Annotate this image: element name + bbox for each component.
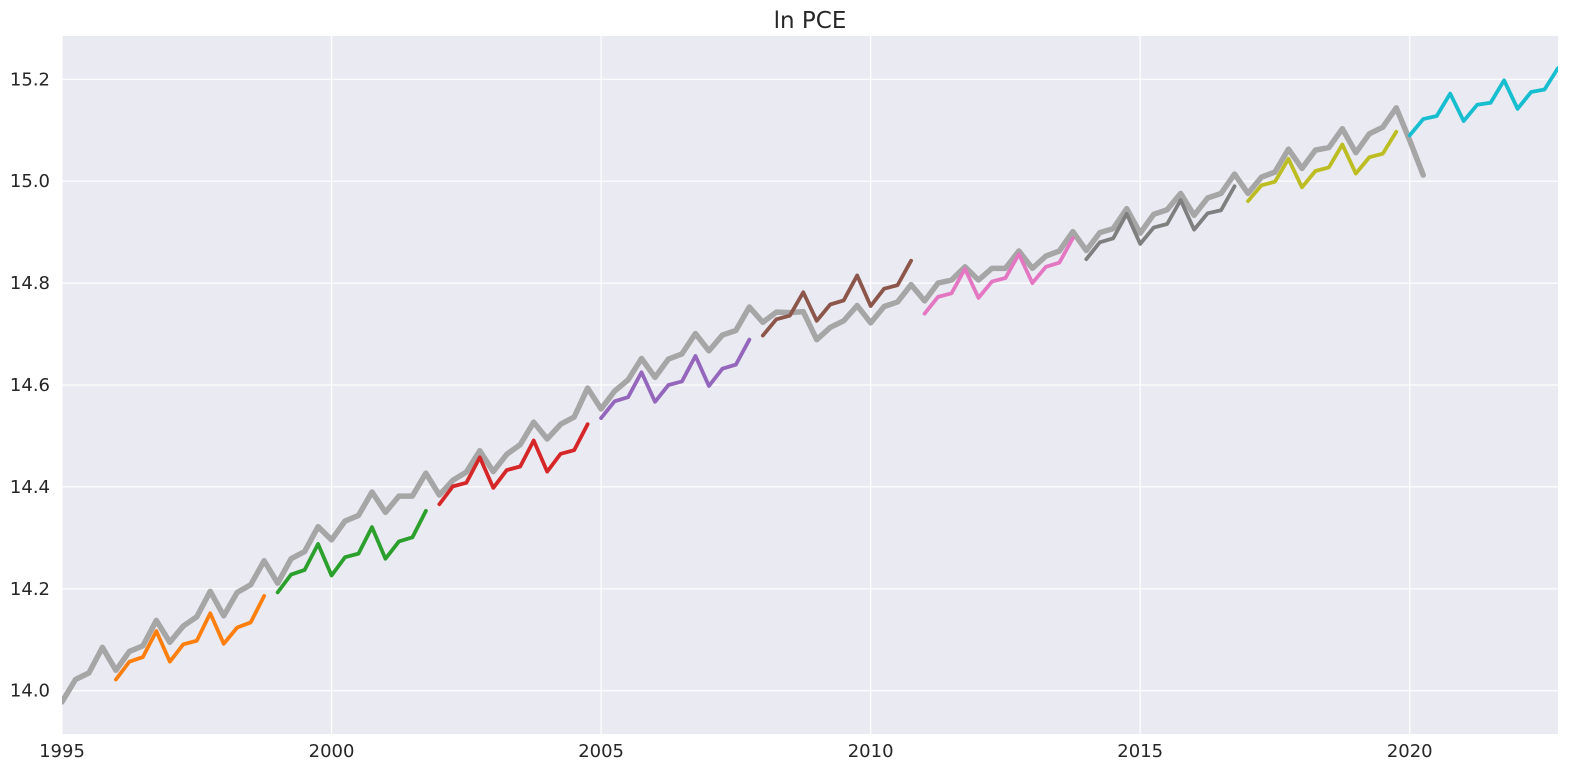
y-tick-label: 14.4: [10, 477, 50, 498]
series-line-forecast-9: [1407, 66, 1558, 138]
series-line-forecast-1: [114, 594, 267, 682]
tick-layer: 1995 2000 2005 2010 2015 2020 14.0 14.2 14.4 14.6…: [10, 69, 1433, 762]
grid: [61, 36, 1558, 734]
y-tick-label: 15.0: [10, 171, 50, 192]
series-layer: [62, 66, 1558, 705]
series-line-forecast-6: [922, 236, 1075, 316]
x-tick-label: 2020: [1387, 741, 1433, 762]
y-tick-label: 15.2: [10, 69, 50, 90]
series-line-forecast-3: [437, 422, 590, 507]
series-line-forecast-4: [599, 337, 752, 421]
series-line-actual: [62, 105, 1426, 705]
y-tick-label: 14.2: [10, 579, 50, 600]
x-tick-label: 1995: [39, 741, 85, 762]
y-tick-label: 14.0: [10, 681, 50, 702]
x-tick-label: 2010: [848, 741, 894, 762]
x-tick-label: 2015: [1117, 741, 1163, 762]
chart-title: ln PCE: [774, 8, 847, 34]
x-tick-label: 2005: [578, 741, 624, 762]
y-tick-label: 14.8: [10, 273, 50, 294]
x-tick-label: 2000: [309, 741, 355, 762]
series-line-forecast-8: [1246, 129, 1399, 203]
series-line-forecast-7: [1084, 184, 1237, 262]
y-tick-label: 14.6: [10, 375, 50, 396]
series-line-forecast-2: [275, 508, 428, 595]
series-line-forecast-5: [760, 258, 913, 338]
